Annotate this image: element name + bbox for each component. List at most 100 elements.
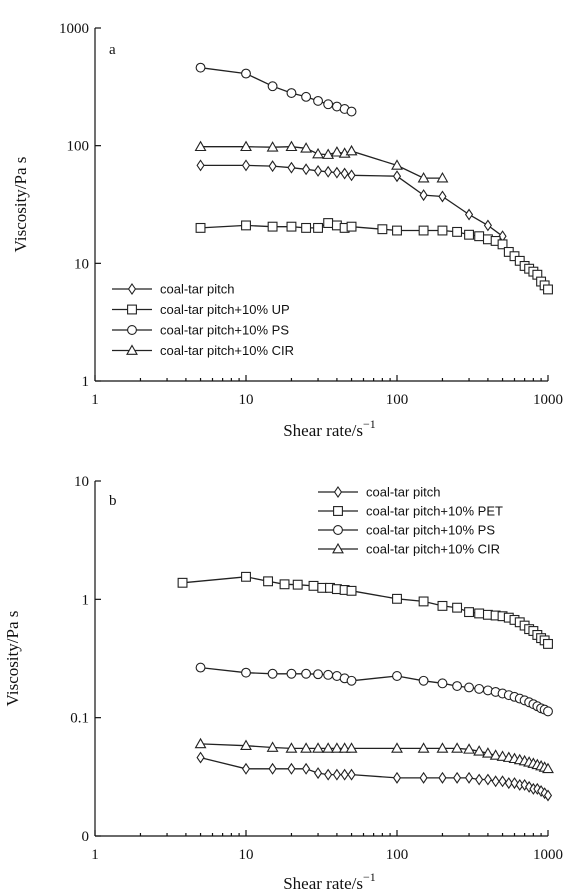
data-point bbox=[309, 581, 318, 590]
series-circle bbox=[196, 663, 552, 716]
x-axis-title: Shear rate/s−1 bbox=[283, 870, 376, 893]
panel-letter: b bbox=[109, 493, 117, 509]
data-point bbox=[334, 168, 341, 178]
legend-item: coal-tar pitch+10% PS bbox=[318, 523, 495, 538]
data-point bbox=[394, 171, 401, 181]
legend-label: coal-tar pitch bbox=[160, 282, 234, 297]
x-tick-label: 1000 bbox=[533, 847, 563, 863]
data-point bbox=[348, 770, 355, 780]
data-point bbox=[197, 160, 204, 170]
series-line bbox=[183, 577, 549, 644]
data-point bbox=[242, 69, 251, 78]
x-axis-title: Shear rate/s−1 bbox=[283, 417, 376, 440]
data-point bbox=[324, 219, 333, 228]
data-point bbox=[475, 685, 484, 694]
y-tick-label: 1 bbox=[82, 592, 90, 608]
x-tick-label: 100 bbox=[386, 847, 409, 863]
legend-label: coal-tar pitch+10% CIR bbox=[160, 343, 294, 358]
legend-marker bbox=[128, 305, 137, 314]
legend-label: coal-tar pitch+10% PS bbox=[160, 323, 289, 338]
data-point bbox=[302, 92, 311, 101]
data-point bbox=[178, 578, 187, 587]
data-point bbox=[334, 770, 341, 780]
data-point bbox=[394, 773, 401, 783]
data-point bbox=[348, 170, 355, 180]
legend-label: coal-tar pitch+10% PET bbox=[366, 504, 503, 519]
data-point bbox=[196, 663, 205, 672]
data-point bbox=[314, 224, 323, 233]
data-point bbox=[341, 770, 348, 780]
legend-item: coal-tar pitch+10% CIR bbox=[112, 343, 294, 358]
data-point bbox=[268, 222, 277, 231]
data-point bbox=[465, 230, 474, 239]
y-tick-label: 10 bbox=[74, 474, 89, 490]
data-point bbox=[475, 609, 484, 618]
legend-item: coal-tar pitch+10% CIR bbox=[318, 542, 500, 557]
y-tick-label: 1000 bbox=[59, 21, 89, 37]
data-point bbox=[269, 161, 276, 171]
data-point bbox=[303, 764, 310, 774]
legend-marker bbox=[334, 526, 343, 535]
legend-label: coal-tar pitch+10% PS bbox=[366, 523, 495, 538]
legend-item: coal-tar pitch+10% PET bbox=[318, 504, 503, 519]
legend-marker bbox=[335, 487, 342, 497]
data-point bbox=[393, 226, 402, 235]
data-point bbox=[196, 739, 206, 748]
data-point bbox=[544, 285, 553, 294]
data-point bbox=[288, 163, 295, 173]
data-point bbox=[302, 224, 311, 233]
data-point bbox=[476, 775, 483, 785]
y-axis-title: Viscosity/Pa s bbox=[3, 611, 22, 707]
data-point bbox=[466, 773, 473, 783]
data-point bbox=[242, 221, 251, 230]
data-point bbox=[419, 597, 428, 606]
data-point bbox=[313, 149, 323, 158]
data-point bbox=[242, 572, 251, 581]
data-point bbox=[197, 753, 204, 763]
data-point bbox=[196, 63, 205, 72]
y-tick-label: 100 bbox=[67, 139, 90, 155]
data-point bbox=[347, 676, 356, 685]
data-point bbox=[544, 640, 553, 649]
legend-item: coal-tar pitch bbox=[112, 282, 234, 297]
x-tick-label: 1 bbox=[91, 847, 99, 863]
x-tick-label: 100 bbox=[386, 392, 409, 408]
data-point bbox=[293, 580, 302, 589]
data-point bbox=[314, 670, 323, 679]
data-point bbox=[393, 594, 402, 603]
data-point bbox=[419, 226, 428, 235]
y-tick-label: 0 bbox=[82, 829, 90, 845]
legend-marker bbox=[129, 284, 136, 294]
legend-label: coal-tar pitch+10% CIR bbox=[366, 542, 500, 557]
data-point bbox=[499, 776, 506, 786]
panel-a: 1 10 100 10001101001000Shear rate/s−1Viscos… bbox=[11, 21, 563, 440]
data-point bbox=[243, 764, 250, 774]
data-point bbox=[315, 166, 322, 176]
series-line bbox=[201, 147, 443, 178]
legend-label: coal-tar pitch+10% UP bbox=[160, 302, 290, 317]
data-point bbox=[280, 580, 289, 589]
series-line bbox=[201, 223, 549, 289]
data-point bbox=[453, 603, 462, 612]
data-point bbox=[243, 160, 250, 170]
data-point bbox=[302, 669, 311, 678]
data-point bbox=[347, 146, 357, 155]
data-point bbox=[378, 225, 387, 234]
data-point bbox=[347, 586, 356, 595]
data-point bbox=[419, 676, 428, 685]
data-point bbox=[341, 169, 348, 179]
series-square bbox=[178, 572, 552, 648]
data-point bbox=[453, 227, 462, 236]
data-point bbox=[268, 669, 277, 678]
data-point bbox=[465, 608, 474, 617]
legend-item: coal-tar pitch bbox=[318, 485, 440, 500]
data-point bbox=[314, 97, 323, 106]
data-point bbox=[288, 764, 295, 774]
data-point bbox=[347, 107, 356, 116]
data-point bbox=[242, 668, 251, 677]
data-point bbox=[420, 773, 427, 783]
data-point bbox=[485, 775, 492, 785]
panel-b: 1 10 100 1000 0 0.1 1 10 Shear rate/s−1 Viscosity… bbox=[3, 474, 563, 893]
data-point bbox=[287, 669, 296, 678]
data-point bbox=[332, 147, 342, 156]
